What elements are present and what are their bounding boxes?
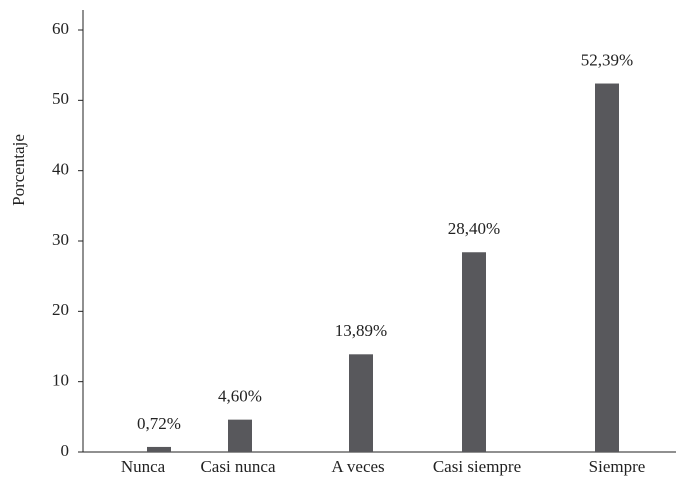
y-tick-label: 20 — [52, 300, 69, 319]
y-tick-label: 30 — [52, 230, 69, 249]
value-label: 52,39% — [581, 50, 633, 69]
y-tick-label: 60 — [52, 19, 69, 38]
y-axis-label: Porcentaje — [9, 134, 28, 206]
bar — [349, 354, 373, 452]
x-tick-label: Siempre — [589, 457, 646, 476]
value-label: 0,72% — [137, 414, 181, 433]
x-tick-label: Nunca — [121, 457, 166, 476]
value-label: 4,60% — [218, 387, 262, 406]
x-tick-label: A veces — [331, 457, 384, 476]
y-tick-label: 10 — [52, 371, 69, 390]
y-tick-label: 40 — [52, 160, 69, 179]
y-tick-label: 0 — [61, 441, 70, 460]
value-label: 28,40% — [448, 219, 500, 238]
bar — [462, 252, 486, 452]
y-tick-label: 50 — [52, 89, 69, 108]
bar — [228, 419, 252, 452]
bar — [595, 83, 619, 452]
x-tick-label: Casi siempre — [433, 457, 521, 476]
value-label: 13,89% — [335, 321, 387, 340]
bar — [147, 446, 171, 452]
x-tick-label: Casi nunca — [200, 457, 276, 476]
